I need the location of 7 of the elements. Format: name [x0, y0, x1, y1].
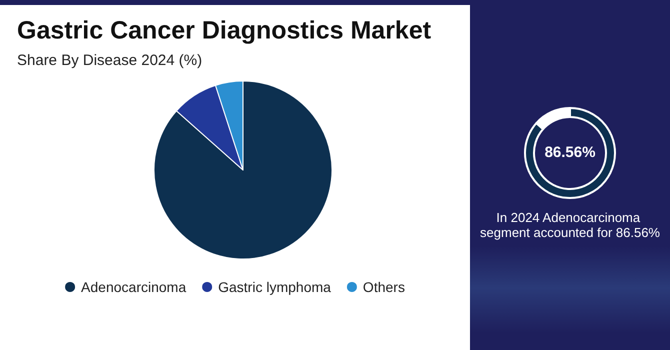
- text: 86.56%: [544, 144, 596, 161]
- chart-subtitle: Share By Disease 2024 (%): [17, 52, 202, 69]
- chart-title: Gastric Cancer Diagnostics Market: [17, 16, 432, 44]
- legend-label: Gastric lymphoma: [218, 279, 332, 295]
- text: In 2024 Adenocarcinoma segment accounted for 86.56%: [480, 210, 660, 240]
- legend-label: Others: [362, 279, 405, 295]
- legend-label: Adenocarcinoma: [81, 279, 186, 295]
